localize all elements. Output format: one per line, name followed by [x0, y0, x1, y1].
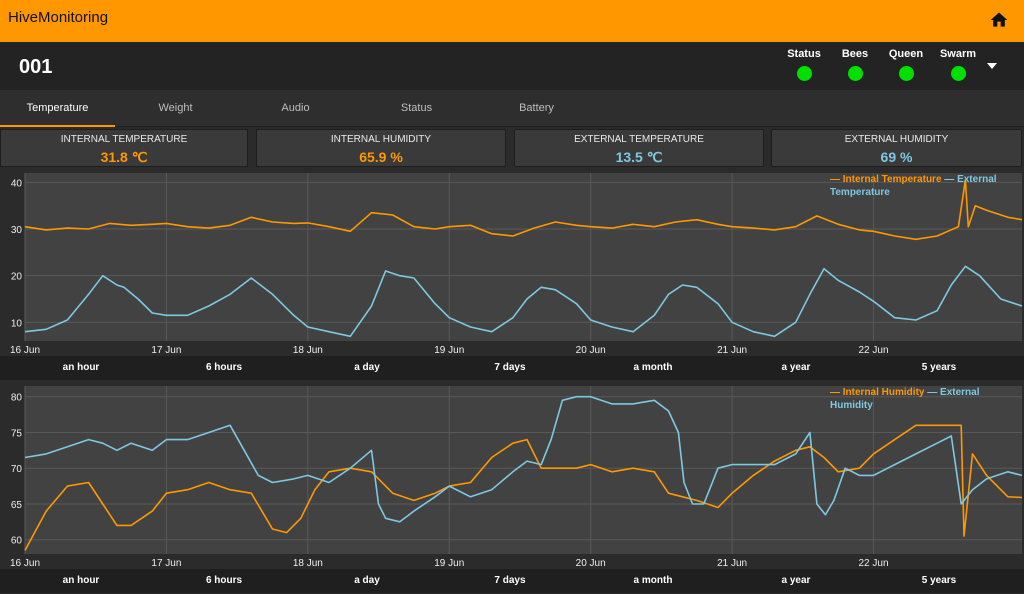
- indicator-label: Swarm: [939, 48, 977, 60]
- x-tick-label: 17 Jun: [151, 558, 181, 569]
- y-tick-label: 60: [11, 536, 23, 547]
- status-dot: [898, 66, 914, 81]
- range-selector: an hour 6 hours a day 7 days a month a y…: [0, 569, 1024, 593]
- range-6-hours[interactable]: 6 hours: [205, 362, 243, 373]
- x-tick-label: 18 Jun: [293, 345, 323, 356]
- card-internal-humidity: INTERNAL HUMIDITY 65.9 %: [256, 129, 506, 167]
- range-selector: an hour 6 hours a day 7 days a month a y…: [0, 356, 1024, 380]
- x-tick-label: 21 Jun: [717, 345, 747, 356]
- indicator-bees: Bees: [830, 48, 880, 81]
- legend-item-external[interactable]: — External Temperature: [830, 174, 997, 198]
- home-icon[interactable]: [989, 10, 1009, 30]
- legend-item-internal[interactable]: — Internal Temperature: [830, 174, 942, 185]
- x-tick-label: 19 Jun: [434, 558, 464, 569]
- card-title: INTERNAL HUMIDITY: [330, 134, 432, 145]
- indicator-label: Queen: [888, 48, 924, 60]
- card-title: EXTERNAL HUMIDITY: [844, 134, 949, 145]
- range-7-days[interactable]: 7 days: [494, 575, 526, 586]
- series-line-external: [24, 395, 1023, 523]
- legend-item-internal[interactable]: — Internal Humidity: [830, 387, 925, 398]
- x-tick-label: 21 Jun: [717, 558, 747, 569]
- status-dot: [847, 66, 863, 81]
- card-value: 65.9 %: [359, 149, 403, 165]
- y-tick-label: 40: [11, 178, 23, 189]
- range-a-day[interactable]: a day: [354, 575, 380, 586]
- range-a-month[interactable]: a month: [633, 575, 673, 586]
- tab-temperature[interactable]: Temperature: [0, 90, 115, 127]
- indicator-label: Bees: [841, 48, 869, 60]
- y-tick-label: 75: [11, 428, 23, 439]
- humidity-chart: 60 65 70 75 80 16 Jun 17 Jun 18 Jun 19 Jun 20 Jun…: [10, 386, 1023, 569]
- x-tick-label: 16 Jun: [10, 345, 40, 356]
- range-6-hours[interactable]: 6 hours: [205, 575, 243, 586]
- indicator-swarm: Swarm: [933, 48, 983, 81]
- chart-legend: — Internal Humidity — External Humidity: [830, 386, 1020, 412]
- tab-status[interactable]: Status: [400, 102, 433, 114]
- hive-id: 001: [19, 56, 53, 78]
- tab-audio[interactable]: Audio: [281, 102, 310, 114]
- range-an-hour[interactable]: an hour: [62, 362, 100, 373]
- app-title: HiveMonitoring: [8, 9, 109, 26]
- range-a-year[interactable]: a year: [781, 362, 811, 373]
- card-external-temperature: EXTERNAL TEMPERATURE 13.5 ℃: [514, 129, 764, 167]
- card-value: 69 %: [880, 149, 913, 165]
- tab-battery[interactable]: Battery: [519, 102, 554, 114]
- card-value: 13.5 ℃: [615, 149, 663, 165]
- indicator-status: Status: [779, 48, 829, 81]
- card-title: INTERNAL TEMPERATURE: [60, 134, 188, 145]
- x-tick-label: 18 Jun: [293, 558, 323, 569]
- temperature-chart-panel: 10 20 30 40 16 Jun 17 Jun 18 Jun 19 Jun 20 Jun 21…: [0, 169, 1024, 381]
- series-line-internal: [24, 424, 1023, 551]
- series-line-external: [24, 265, 1023, 338]
- y-tick-label: 20: [11, 272, 23, 283]
- indicator-label: Status: [787, 48, 821, 60]
- tab-bar: Temperature Weight Audio Status Battery: [0, 90, 1024, 127]
- card-title: EXTERNAL TEMPERATURE: [574, 134, 704, 145]
- legend-label: Internal Humidity: [842, 387, 925, 398]
- range-a-year[interactable]: a year: [781, 575, 811, 586]
- x-tick-label: 22 Jun: [858, 558, 888, 569]
- temperature-chart: 10 20 30 40 16 Jun 17 Jun 18 Jun 19 Jun 20 Jun 21…: [10, 173, 1023, 356]
- card-value: 31.8 ℃: [100, 149, 148, 165]
- legend-label: External Temperature: [830, 174, 997, 198]
- y-tick-label: 65: [11, 500, 23, 511]
- legend-item-external[interactable]: — External Humidity: [830, 387, 980, 411]
- range-a-month[interactable]: a month: [633, 362, 673, 373]
- range-an-hour[interactable]: an hour: [62, 575, 100, 586]
- status-dot: [950, 66, 966, 81]
- series-line-internal: [24, 179, 1023, 241]
- range-5-years[interactable]: 5 years: [921, 362, 957, 373]
- status-dot: [796, 66, 812, 81]
- x-tick-label: 20 Jun: [576, 345, 606, 356]
- range-7-days[interactable]: 7 days: [494, 362, 526, 373]
- chart-legend: — Internal Temperature — External Temper…: [830, 173, 1020, 199]
- hive-header: 001 Status Bees Queen Swarm: [0, 42, 1024, 90]
- summary-cards: INTERNAL TEMPERATURE 31.8 ℃ INTERNAL HUM…: [0, 127, 1024, 169]
- y-tick-label: 10: [11, 318, 23, 329]
- range-5-years[interactable]: 5 years: [921, 575, 957, 586]
- range-a-day[interactable]: a day: [354, 362, 380, 373]
- y-tick-label: 30: [11, 225, 23, 236]
- indicator-queen: Queen: [881, 48, 931, 81]
- x-tick-label: 20 Jun: [576, 558, 606, 569]
- humidity-chart-panel: 60 65 70 75 80 16 Jun 17 Jun 18 Jun 19 Jun 20 Jun…: [0, 382, 1024, 594]
- card-internal-temperature: INTERNAL TEMPERATURE 31.8 ℃: [0, 129, 248, 167]
- card-external-humidity: EXTERNAL HUMIDITY 69 %: [771, 129, 1022, 167]
- x-tick-label: 19 Jun: [434, 345, 464, 356]
- tab-weight[interactable]: Weight: [158, 102, 193, 114]
- x-tick-label: 17 Jun: [151, 345, 181, 356]
- y-tick-label: 80: [11, 393, 23, 404]
- app-bar: HiveMonitoring: [0, 0, 1024, 42]
- x-tick-label: 16 Jun: [10, 558, 40, 569]
- legend-label: External Humidity: [830, 387, 980, 411]
- legend-label: Internal Temperature: [842, 174, 942, 185]
- caret-down-icon[interactable]: [987, 62, 997, 70]
- y-tick-label: 70: [11, 464, 23, 475]
- x-tick-label: 22 Jun: [858, 345, 888, 356]
- plot-area: [25, 386, 1022, 554]
